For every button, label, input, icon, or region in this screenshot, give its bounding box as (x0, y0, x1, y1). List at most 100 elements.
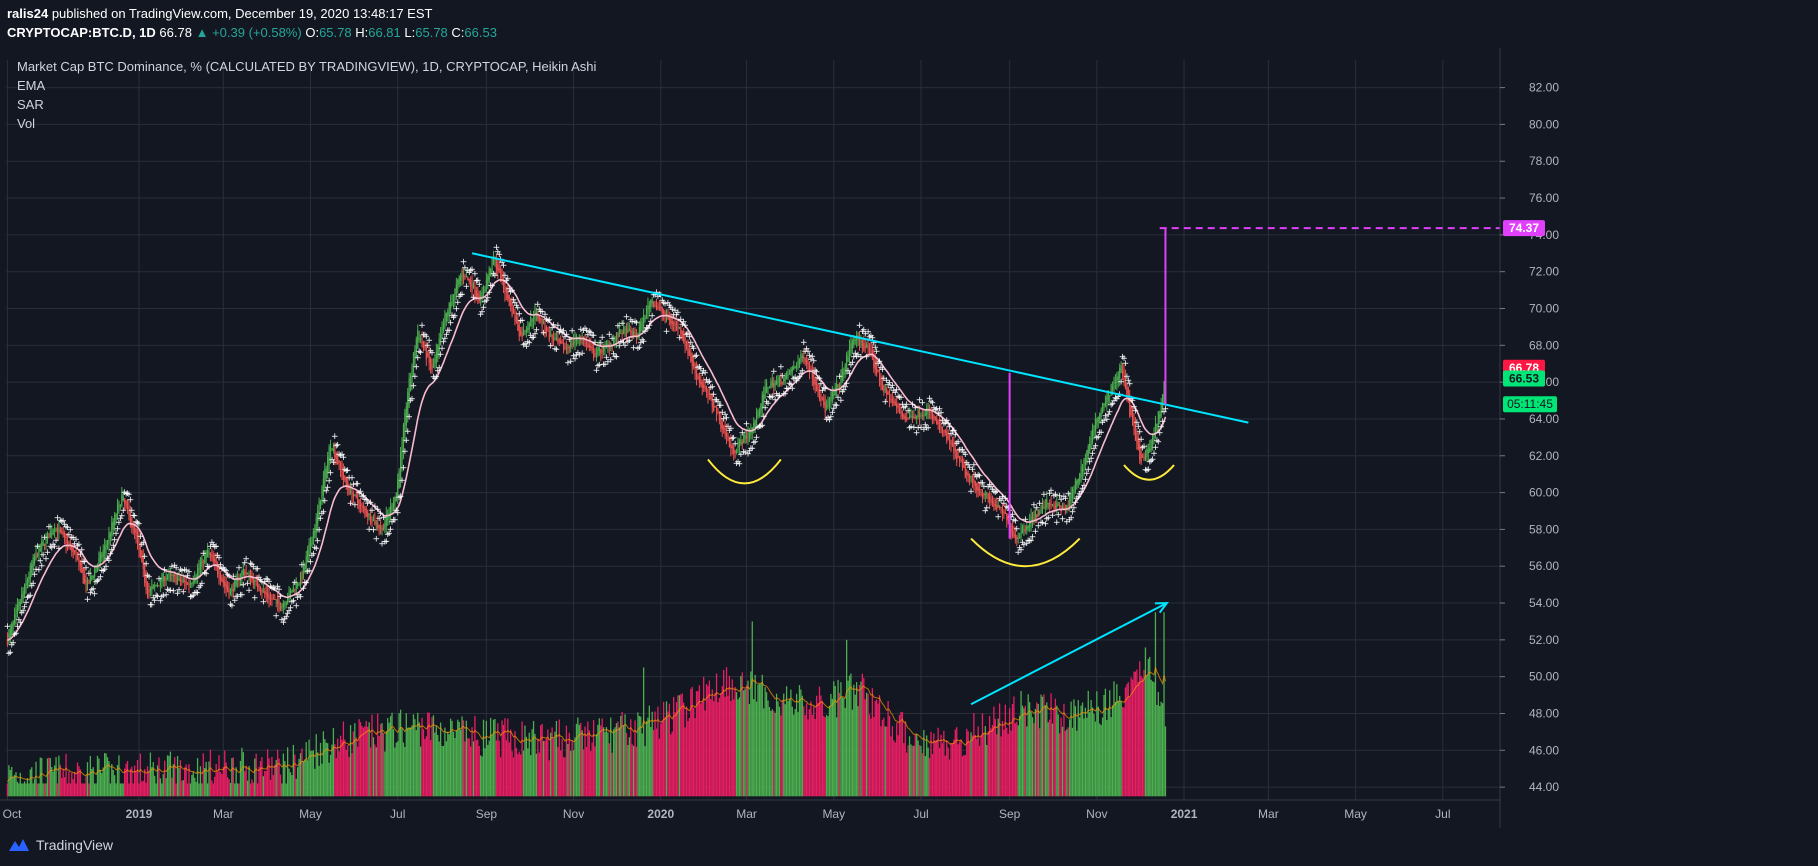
sar-dot: + (314, 537, 322, 547)
candle-body (78, 557, 80, 563)
volume-bar (1054, 698, 1057, 797)
volume-bar (121, 783, 123, 797)
candle-body (893, 400, 895, 403)
sar-dot: + (495, 250, 503, 260)
sar-dot: + (514, 303, 522, 313)
price-axis[interactable]: 82.0080.0078.0076.0074.0072.0070.0068.00… (1499, 48, 1559, 828)
volume-bar (245, 765, 247, 797)
volume-bar (375, 747, 377, 797)
volume-bar (638, 715, 640, 797)
volume-bar (469, 746, 472, 797)
volume-bar (923, 729, 925, 797)
price-tick-label: 58.00 (1529, 522, 1559, 536)
volume-bar (528, 732, 530, 797)
volume-bar (408, 727, 410, 797)
candle-body (435, 351, 437, 363)
candle-body (886, 388, 888, 395)
sar-dot: + (826, 415, 834, 425)
candle-body (891, 399, 893, 403)
volume-bar (1004, 704, 1006, 797)
candle-body (844, 364, 846, 374)
candle-body (437, 345, 439, 358)
sar-dot: + (398, 476, 406, 486)
candle-body (697, 373, 699, 379)
candle-body (284, 604, 286, 606)
indicator-sar[interactable]: SAR (17, 97, 44, 112)
volume-bar (960, 739, 962, 797)
sar-dot: + (393, 506, 401, 516)
sar-dot: + (390, 516, 398, 526)
candle-body (455, 284, 457, 295)
sar-dot: + (24, 593, 32, 603)
candle-body (1150, 440, 1152, 450)
sar-dot: + (433, 372, 441, 382)
candle-body (989, 496, 991, 502)
candle-body (1076, 480, 1078, 487)
time-axis[interactable]: Oct 2019 Mar May Jul Sep Nov 2020 Mar May Jul Sep No… (0, 799, 1500, 821)
candle-body (184, 580, 186, 582)
candle-body (774, 382, 776, 386)
volume-bar (354, 723, 356, 797)
sar-dot: + (623, 312, 631, 322)
volume-bar (897, 735, 899, 797)
sar-dot: + (78, 545, 86, 555)
volume-bar (1018, 715, 1021, 797)
volume-bar (601, 718, 603, 797)
sar-dot: + (903, 400, 911, 410)
volume-bar (550, 732, 552, 797)
sar-dot: + (547, 342, 555, 352)
candle-body (205, 551, 207, 559)
volume-bar (510, 729, 512, 797)
volume-bar (189, 783, 192, 797)
sar-dot: + (191, 589, 199, 599)
price-tick-label: 62.00 (1529, 449, 1559, 463)
price-chart[interactable]: ++++++++++++++++++++++++++++++++++++++++… (0, 48, 1818, 828)
volume-bar (711, 689, 713, 797)
price-tick-label: 60.00 (1529, 486, 1559, 500)
candle-body (1040, 505, 1042, 514)
candle-body (624, 328, 626, 331)
volume-bar (81, 783, 83, 797)
volume-bar (777, 701, 779, 797)
volume-bar (973, 713, 975, 797)
sar-dot: + (628, 318, 636, 328)
candle-body (956, 449, 958, 462)
candle-body (1047, 502, 1049, 504)
candle-body (245, 573, 247, 575)
candle-body (176, 579, 179, 581)
volume-bar (805, 703, 808, 797)
sar-dot: + (728, 434, 736, 444)
candle-body (784, 375, 786, 381)
sar-dot: + (641, 327, 649, 337)
volume-bar (1061, 726, 1064, 797)
volume-bar (324, 739, 326, 797)
sar-dot: + (739, 429, 747, 439)
sar-dot: + (806, 351, 814, 361)
sar-dot: + (737, 450, 745, 460)
indicator-ema[interactable]: EMA (17, 78, 46, 93)
candle-body (641, 325, 643, 327)
candle-body (488, 268, 490, 281)
candle-body (377, 522, 379, 528)
sar-dot: + (780, 389, 788, 399)
candle-body (790, 369, 792, 375)
drawing-annotations[interactable] (471, 227, 1500, 706)
candle-body (827, 401, 829, 407)
sar-dot: + (274, 582, 282, 592)
sar-dot: + (241, 559, 249, 569)
candle-body (743, 434, 745, 444)
volume-bar (239, 760, 242, 797)
volume-bar (1151, 681, 1154, 797)
candle-body (1099, 413, 1101, 420)
sar-dot: + (977, 479, 985, 489)
volume-bar (221, 774, 223, 797)
tradingview-logo[interactable]: TradingView (8, 837, 113, 853)
volume-bar (891, 726, 894, 797)
indicator-vol[interactable]: Vol (17, 116, 36, 131)
author-name[interactable]: ralis24 (7, 6, 49, 21)
volume-bar (482, 719, 485, 797)
volume-bar (101, 773, 103, 797)
sar-dot: + (1115, 392, 1123, 402)
sar-dot: + (508, 286, 516, 296)
sar-dot: + (295, 591, 303, 601)
